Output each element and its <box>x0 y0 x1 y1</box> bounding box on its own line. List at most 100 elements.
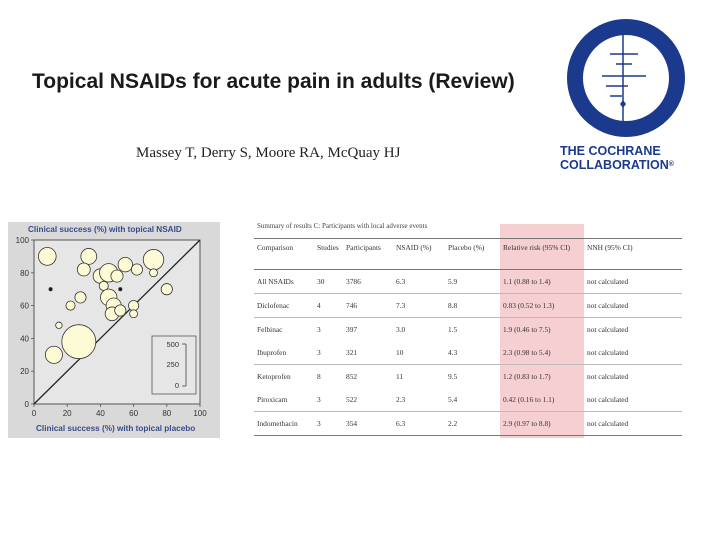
table-cell: not calculated <box>584 269 682 294</box>
table-cell: 6.3 <box>393 411 445 436</box>
data-point <box>55 321 63 329</box>
data-point <box>44 345 63 364</box>
table-cell: 0.42 (0.16 to 1.1) <box>500 388 584 412</box>
table-row: Piroxicam 3 522 2.3 5.4 0.42 (0.16 to 1.… <box>254 388 682 412</box>
data-point <box>160 283 173 296</box>
data-point <box>149 268 158 278</box>
y-tick-label: 80 <box>20 269 29 278</box>
cochrane-logo-icon <box>567 19 685 137</box>
table-cell: 5.9 <box>445 269 500 294</box>
data-point <box>38 247 57 266</box>
size-legend-label: 250 <box>166 360 179 369</box>
col-header: Comparison <box>254 238 314 270</box>
data-point <box>65 300 76 311</box>
table-cell: 2.3 (0.98 to 5.4) <box>500 341 584 365</box>
x-tick-label: 40 <box>96 409 105 418</box>
data-point <box>74 291 87 304</box>
table-cell: 354 <box>343 411 393 436</box>
table-cell: 11 <box>396 372 404 381</box>
data-point <box>61 324 97 360</box>
table-cell: 852 <box>346 372 358 381</box>
size-legend-label: 500 <box>166 340 179 349</box>
data-point <box>117 256 133 273</box>
cochrane-wordmark: THE COCHRANE COLLABORATION® <box>560 144 700 172</box>
slide-title: Topical NSAIDs for acute pain in adults … <box>32 70 515 93</box>
x-tick-label: 20 <box>63 409 72 418</box>
table-cell: 0.83 (0.52 to 1.3) <box>500 293 584 318</box>
table-row: Ibuprofen 3 321 10 4.3 2.3 (0.98 to 5.4)… <box>254 341 682 365</box>
table-cell: Ibuprofen <box>254 341 314 365</box>
y-axis-label: Clinical success (%) with topical NSAID <box>28 225 182 234</box>
table-cell: 3 <box>317 325 321 334</box>
slide-authors: Massey T, Derry S, Moore RA, McQuay HJ <box>136 145 401 161</box>
table-cell: 397 <box>346 325 358 334</box>
y-tick-label: 20 <box>20 367 29 376</box>
size-legend-label: 0 <box>175 381 179 390</box>
diagonal-line <box>33 239 201 405</box>
wordmark-line-2: COLLABORATION® <box>560 158 674 172</box>
table-cell: not calculated <box>587 372 629 381</box>
table-row: Indomethacin 3 354 6.3 2.2 2.9 (0.97 to … <box>254 411 682 436</box>
y-tick-label: 0 <box>25 400 30 409</box>
table-cell: 2.3 <box>393 388 445 412</box>
table-cell: 10 <box>393 341 445 365</box>
scatter-chart: Clinical success (%) with topical NSAID C… <box>8 222 220 438</box>
data-point <box>48 287 53 292</box>
table-cell: 2.9 (0.97 to 8.8) <box>500 411 584 436</box>
table-cell: Ketoprofen <box>257 372 291 381</box>
table-cell: not calculated <box>584 341 682 365</box>
col-header: NSAID (%) <box>393 238 445 270</box>
data-point <box>114 304 127 317</box>
table-cell: Felbinac <box>257 325 283 334</box>
table-cell: not calculated <box>584 411 682 436</box>
table-cell: 3 <box>314 341 343 365</box>
x-tick-label: 0 <box>32 409 37 418</box>
data-point <box>76 262 91 277</box>
table-cell: 6.3 <box>393 269 445 294</box>
table-cell: 7.3 <box>393 293 445 318</box>
table-cell: 1.1 (0.88 to 1.4) <box>500 269 584 294</box>
data-point <box>142 249 165 271</box>
table-cell: 4 <box>314 293 343 318</box>
table-cell: 1.9 (0.46 to 7.5) <box>503 325 551 334</box>
data-point <box>110 269 124 283</box>
col-header: Studies <box>314 238 343 270</box>
results-table: Comparison Studies Participants NSAID (%… <box>254 238 682 436</box>
table-cell: 30 <box>314 269 343 294</box>
table-cell: 2.2 <box>445 411 500 436</box>
table-cell: 5.4 <box>445 388 500 412</box>
table-caption: Summary of results C: Participants with … <box>257 222 428 230</box>
table-cell: 1.5 <box>448 325 458 334</box>
x-axis-label: Clinical success (%) with topical placeb… <box>36 424 195 433</box>
table-cell: 522 <box>343 388 393 412</box>
size-legend-box <box>151 335 197 395</box>
table-row: Diclofenac 4 746 7.3 8.8 0.83 (0.52 to 1… <box>254 293 682 318</box>
table-cell: 4.3 <box>445 341 500 365</box>
x-tick-label: 100 <box>193 409 207 418</box>
table-header-row: Comparison Studies Participants NSAID (%… <box>254 238 682 270</box>
data-point <box>130 263 143 276</box>
table-cell: All NSAIDs <box>254 269 314 294</box>
table-cell: 1.2 (0.83 to 1.7) <box>503 372 551 381</box>
table-cell: Diclofenac <box>254 293 314 318</box>
col-header: Relative risk (95% CI) <box>500 238 584 270</box>
table-cell: not calculated <box>584 293 682 318</box>
table-row: Ketoprofen 8 852 11 9.5 1.2 (0.83 to 1.7… <box>254 365 682 389</box>
table-cell: 3786 <box>343 269 393 294</box>
table-row: Felbinac 3 397 3.0 1.5 1.9 (0.46 to 7.5)… <box>254 318 682 342</box>
table-cell: not calculated <box>587 325 629 334</box>
data-point <box>80 248 98 265</box>
y-tick-label: 40 <box>20 334 29 343</box>
table-cell: 3.0 <box>396 325 406 334</box>
table-row: All NSAIDs 30 3786 6.3 5.9 1.1 (0.88 to … <box>254 269 682 294</box>
x-tick-label: 80 <box>162 409 171 418</box>
col-header: NNH (95% CI) <box>584 238 682 270</box>
table-cell: 746 <box>343 293 393 318</box>
table-cell: 8.8 <box>445 293 500 318</box>
table-cell: Piroxicam <box>254 388 314 412</box>
data-point <box>118 287 123 292</box>
col-header: Placebo (%) <box>445 238 500 270</box>
table-cell: 9.5 <box>448 372 458 381</box>
data-point <box>128 300 140 312</box>
results-table-panel: Summary of results C: Participants with … <box>254 214 682 438</box>
